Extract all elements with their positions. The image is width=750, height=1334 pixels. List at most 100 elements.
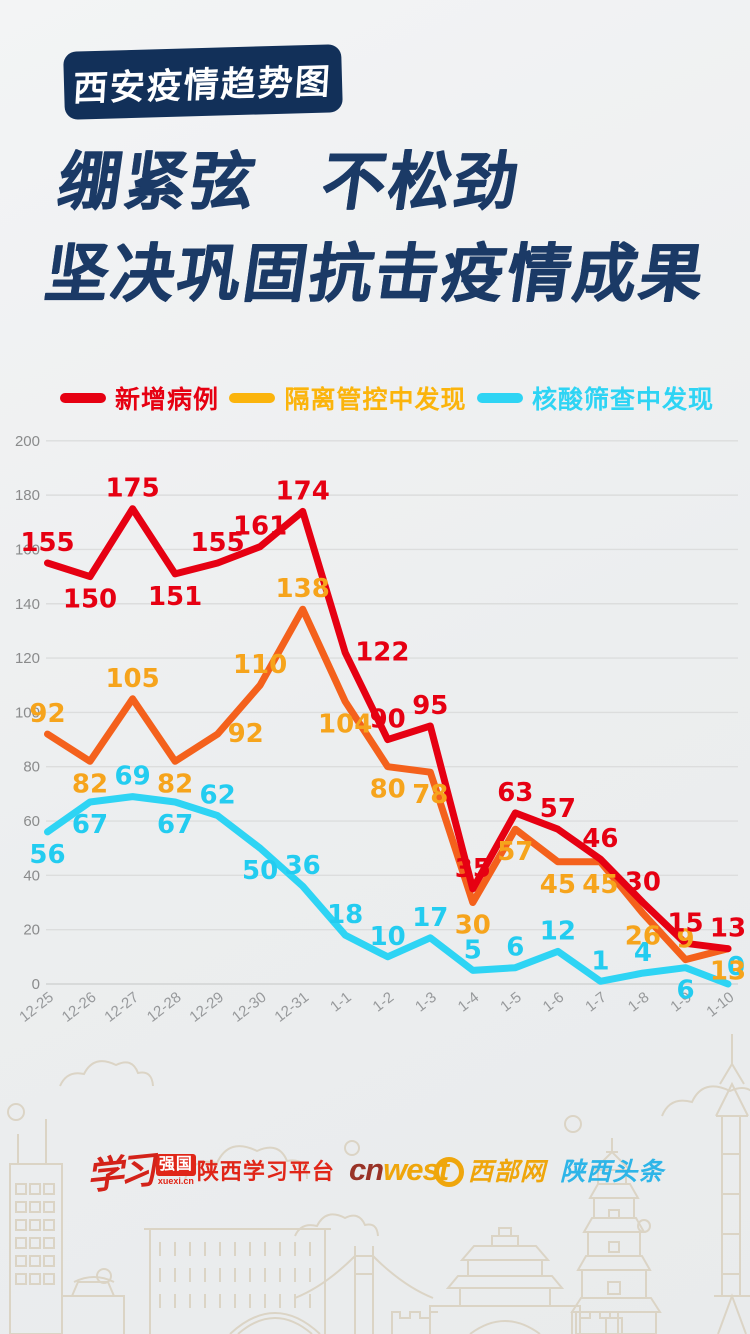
- west-site-label: 西部网: [468, 1158, 547, 1186]
- cnwest-cn-text: cn: [348, 1152, 384, 1187]
- cloud-icon: [59, 1060, 154, 1087]
- data-point-label: 63: [497, 778, 533, 808]
- data-point-label: 62: [200, 781, 236, 811]
- data-point-label: 150: [63, 585, 117, 615]
- x-axis-tick: 1-1: [327, 989, 355, 1016]
- window-slits: [159, 1242, 311, 1308]
- cnwest-ring-icon: [434, 1157, 465, 1187]
- legend-label: 新增病例: [115, 386, 220, 414]
- data-point-label: 92: [29, 699, 65, 729]
- x-axis-tick: 1-6: [540, 989, 568, 1016]
- y-axis-tick: 120: [15, 650, 40, 667]
- x-axis-tick: 12-25: [16, 989, 57, 1026]
- data-point-label: 56: [29, 840, 65, 870]
- pagoda-windows: [605, 1209, 623, 1334]
- data-point-label: 0: [727, 952, 745, 982]
- footer-logos: 学习 强国 xuexi.cn 陕西学习平台 cn west 西部网 陕西头条: [0, 1143, 750, 1199]
- xuexi-box-col: 强国 xuexi.cn: [155, 1154, 196, 1186]
- badge-label: 西安疫情趋势图: [72, 61, 334, 109]
- data-point-label: 155: [190, 528, 244, 558]
- data-point-label: 57: [497, 837, 533, 867]
- x-axis-tick: 1-2: [370, 989, 398, 1016]
- data-point-label: 6: [506, 933, 524, 963]
- data-point-label: 80: [370, 775, 406, 805]
- data-point-label: 155: [20, 528, 74, 558]
- qiangguo-box: 强国: [155, 1154, 196, 1176]
- xuexi-script-text: 学习: [84, 1150, 155, 1199]
- x-axis-tick: 1-4: [455, 989, 483, 1016]
- series-line: [44, 605, 732, 964]
- y-axis-tick: 80: [23, 759, 40, 776]
- data-point-label: 161: [233, 512, 287, 542]
- cloud-icon: [184, 1145, 308, 1180]
- data-point-label: 46: [582, 824, 618, 854]
- data-point-label: 90: [370, 705, 406, 735]
- y-axis-tick: 0: [32, 976, 40, 993]
- series-line: [44, 505, 732, 953]
- shaanxi-toutiao-logo: 陕西头条: [560, 1158, 665, 1186]
- data-point-label: 67: [72, 810, 108, 840]
- legend-line-swatch: [476, 393, 523, 403]
- x-axis-tick: 1-7: [582, 989, 610, 1016]
- shaanxi-platform-label: 陕西学习平台: [196, 1159, 335, 1184]
- gate-arch: [469, 1320, 541, 1334]
- y-axis-tick: 180: [15, 487, 40, 504]
- data-point-label: 36: [285, 851, 321, 881]
- y-axis-tick: 40: [23, 867, 40, 884]
- data-point-label: 12: [540, 916, 576, 946]
- data-point-label: 104: [318, 710, 372, 740]
- circle-icon: [564, 1115, 582, 1133]
- data-point-label: 15: [667, 908, 703, 938]
- legend-line-swatch: [60, 393, 106, 403]
- trend-chart: 0 20 40 60 80 100 120 140 160 180 200 12-25 12-26 12-…: [0, 425, 750, 1037]
- y-axis-tick: 100: [15, 704, 40, 721]
- data-point-label: 45: [540, 870, 576, 900]
- x-axis-tick: 12-26: [59, 989, 100, 1026]
- headline-line2: 坚决巩固抗击疫情成果: [40, 239, 711, 309]
- chart-legend: 新增病例 隔离管控中发现 核酸筛查中发现: [0, 380, 750, 416]
- data-point-label: 122: [355, 638, 409, 668]
- data-point-label: 18: [327, 900, 363, 930]
- circle-icon: [7, 1103, 25, 1121]
- x-axis-tick: 1-8: [625, 989, 653, 1016]
- data-point-label: 175: [105, 474, 159, 504]
- data-point-label: 105: [105, 664, 159, 694]
- x-axis-tick: 12-28: [144, 989, 185, 1026]
- xuexi-url: xuexi.cn: [157, 1176, 194, 1186]
- data-point-label: 26: [625, 921, 661, 951]
- x-axis-tick: 1-10: [703, 989, 737, 1021]
- data-point-label: 13: [710, 914, 746, 944]
- circle-icon: [96, 1268, 112, 1284]
- data-point-label: 10: [370, 922, 406, 952]
- legend-label: 核酸筛查中发现: [531, 386, 714, 414]
- headline: 绷紧弦 不松劲 坚决巩固抗击疫情成果: [39, 136, 725, 320]
- y-axis-tick: 140: [15, 596, 40, 613]
- legend-item-screening: 核酸筛查中发现: [476, 380, 714, 416]
- y-axis-tick: 200: [15, 433, 40, 450]
- window-grid: [15, 1183, 55, 1285]
- data-point-label: 17: [412, 903, 448, 933]
- x-axis-tick: 12-29: [186, 989, 227, 1026]
- data-point-label: 82: [72, 769, 108, 799]
- data-point-label: 5: [464, 935, 482, 965]
- data-point-label: 67: [157, 810, 193, 840]
- cloud-icon: [294, 1213, 379, 1237]
- y-axis-tick: 160: [15, 541, 40, 558]
- city-skyline-art: [7, 1034, 750, 1334]
- data-point-label: 174: [276, 476, 330, 506]
- data-point-label: 50: [242, 856, 278, 886]
- data-point-label: 9: [676, 925, 694, 955]
- x-axis-tick: 1-5: [497, 989, 525, 1016]
- legend-item-quarantine: 隔离管控中发现: [229, 380, 466, 416]
- data-point-label: 78: [412, 780, 448, 810]
- data-point-label: 30: [625, 868, 661, 898]
- x-axis-tick: 12-30: [229, 989, 270, 1026]
- data-point-label: 110: [233, 650, 287, 680]
- x-axis-tick: 12-27: [101, 989, 142, 1026]
- data-point-label: 4: [634, 938, 652, 968]
- x-axis-tick: 12-31: [271, 989, 312, 1026]
- legend-item-new-cases: 新增病例: [60, 380, 219, 416]
- circle-icon: [344, 1140, 360, 1156]
